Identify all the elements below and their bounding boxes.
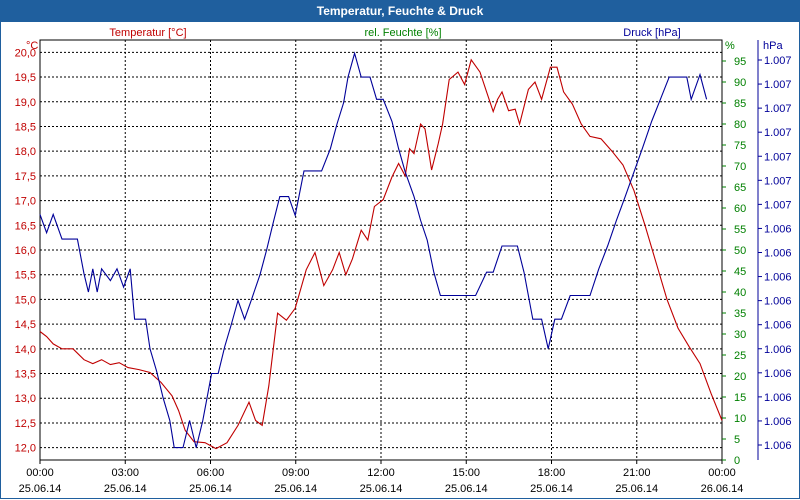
humidity-tick-label: 20	[734, 371, 746, 383]
pressure-tick-label: 1.007	[764, 127, 792, 139]
chart-title-bar: Temperatur, Feuchte & Druck	[0, 0, 800, 22]
pressure-tick-label: 1.006	[764, 416, 792, 428]
pressure-tick-label: 1.007	[764, 79, 792, 91]
x-tick-label-date: 25.06.14	[104, 483, 147, 495]
humidity-tick-label: 35	[734, 308, 746, 320]
humidity-tick-label: 60	[734, 203, 746, 215]
pressure-tick-label: 1.007	[764, 55, 792, 67]
x-tick-label-time: 18:00	[538, 467, 566, 479]
x-tick-label-date: 25.06.14	[530, 483, 573, 495]
humidity-tick-label: 50	[734, 245, 746, 257]
humidity-tick-label: 10	[734, 413, 746, 425]
pressure-tick-label: 1.007	[764, 175, 792, 187]
humidity-tick-label: 85	[734, 98, 746, 110]
humidity-tick-label: 5	[734, 434, 740, 446]
pressure-tick-label: 1.006	[764, 392, 792, 404]
legend-humidity: rel. Feuchte [%]	[364, 27, 441, 39]
pressure-series-line	[39, 51, 708, 449]
humidity-tick-label: 90	[734, 77, 746, 89]
pressure-tick-label: 1.007	[764, 151, 792, 163]
pressure-tick-label: 1.006	[764, 440, 792, 452]
x-tick-label-time: 09:00	[282, 467, 310, 479]
x-tick-label-time: 00:00	[26, 467, 54, 479]
pressure-tick-label: 1.006	[764, 296, 792, 308]
pressure-tick-label: 1.007	[764, 103, 792, 115]
pressure-tick-label: 1.006	[764, 368, 792, 380]
pressure-tick-label: 1.006	[764, 248, 792, 260]
humidity-tick-label: 25	[734, 350, 746, 362]
x-tick-label-time: 06:00	[197, 467, 225, 479]
temperature-tick-label: 12,0	[15, 443, 36, 455]
temperature-tick-label: 17,0	[15, 196, 36, 208]
chart-title: Temperatur, Feuchte & Druck	[316, 4, 484, 18]
temperature-tick-label: 19,0	[15, 97, 36, 109]
temperature-tick-label: 14,5	[15, 319, 36, 331]
temperature-series-line	[39, 58, 723, 450]
x-tick-label-date: 25.06.14	[274, 483, 317, 495]
x-tick-label-time: 00:00	[708, 467, 736, 479]
pressure-tick-label: 1.006	[764, 272, 792, 284]
legend-temperature: Temperatur [°C]	[109, 27, 186, 39]
temperature-tick-label: 15,0	[15, 294, 36, 306]
humidity-tick-label: 15	[734, 392, 746, 404]
temperature-tick-label: 18,0	[15, 146, 36, 158]
x-tick-label-date: 25.06.14	[189, 483, 232, 495]
x-tick-label-date: 26.06.14	[701, 483, 744, 495]
x-tick-label-date: 25.06.14	[360, 483, 403, 495]
pressure-tick-label: 1.006	[764, 344, 792, 356]
pressure-tick-label: 1.006	[764, 223, 792, 235]
temperature-tick-label: 13,0	[15, 393, 36, 405]
temperature-tick-label: 12,5	[15, 418, 36, 430]
humidity-tick-label: 0	[734, 455, 740, 467]
x-tick-label-time: 03:00	[111, 467, 139, 479]
pressure-tick-label: 1.006	[764, 320, 792, 332]
x-tick-label-time: 21:00	[623, 467, 651, 479]
temperature-tick-label: 18,5	[15, 121, 36, 133]
x-tick-label-time: 12:00	[367, 467, 395, 479]
temperature-tick-label: 15,5	[15, 270, 36, 282]
temperature-tick-label: 13,5	[15, 369, 36, 381]
pressure-unit-label: hPa	[763, 40, 783, 52]
temperature-unit-label: °C	[26, 40, 38, 52]
humidity-unit-label: %	[725, 40, 735, 52]
humidity-tick-label: 65	[734, 182, 746, 194]
temperature-tick-label: 20,0	[15, 47, 36, 59]
humidity-tick-label: 95	[734, 56, 746, 68]
temperature-tick-label: 14,0	[15, 344, 36, 356]
temperature-tick-label: 17,5	[15, 171, 36, 183]
x-tick-label-date: 25.06.14	[445, 483, 488, 495]
humidity-tick-label: 70	[734, 161, 746, 173]
humidity-tick-label: 40	[734, 287, 746, 299]
temperature-tick-label: 19,5	[15, 72, 36, 84]
humidity-tick-label: 30	[734, 329, 746, 341]
humidity-tick-label: 75	[734, 140, 746, 152]
temperature-tick-label: 16,5	[15, 220, 36, 232]
temperature-tick-label: 16,0	[15, 245, 36, 257]
x-tick-label-time: 15:00	[452, 467, 480, 479]
pressure-tick-label: 1.007	[764, 199, 792, 211]
humidity-tick-label: 45	[734, 266, 746, 278]
x-tick-label-date: 25.06.14	[19, 483, 62, 495]
humidity-tick-label: 55	[734, 224, 746, 236]
humidity-tick-label: 80	[734, 119, 746, 131]
legend-pressure: Druck [hPa]	[623, 27, 680, 39]
x-tick-label-date: 25.06.14	[615, 483, 658, 495]
